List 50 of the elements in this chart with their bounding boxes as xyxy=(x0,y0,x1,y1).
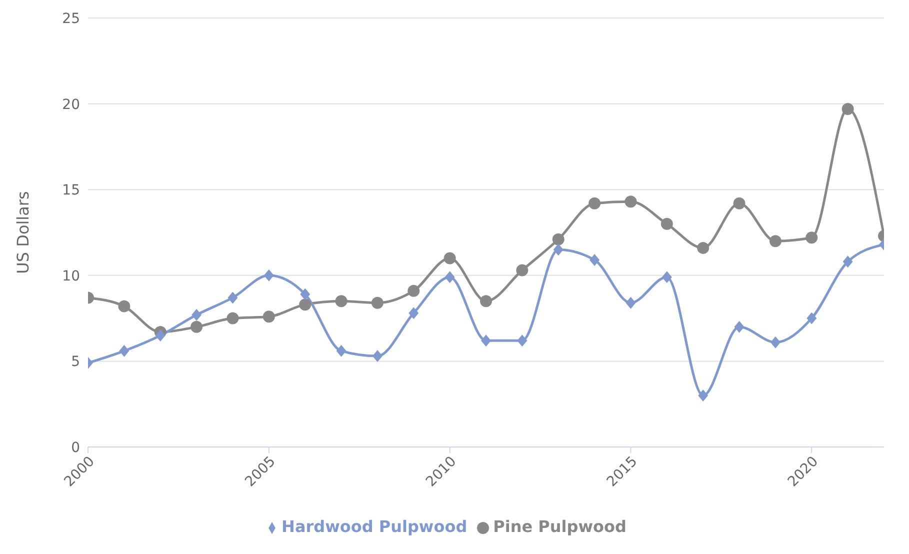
y-tick-label: 0 xyxy=(71,440,80,456)
point xyxy=(588,197,601,210)
point xyxy=(155,329,166,342)
point xyxy=(372,350,382,362)
point xyxy=(624,196,637,208)
point xyxy=(444,252,456,264)
point xyxy=(408,307,419,320)
point xyxy=(662,271,672,284)
point xyxy=(806,312,817,324)
point xyxy=(842,102,854,115)
point xyxy=(516,264,528,276)
point xyxy=(299,298,312,311)
point xyxy=(335,295,348,308)
y-axis-title: US Dollars xyxy=(14,191,33,274)
point xyxy=(408,284,420,297)
point xyxy=(734,320,744,333)
point xyxy=(119,344,130,357)
point xyxy=(590,254,600,266)
point xyxy=(444,271,455,284)
point xyxy=(264,269,274,282)
point xyxy=(733,197,746,210)
point xyxy=(118,300,130,312)
point xyxy=(481,334,491,347)
point xyxy=(228,292,238,304)
point xyxy=(626,296,636,309)
y-tick-label: 5 xyxy=(71,354,80,370)
point xyxy=(769,235,782,248)
point xyxy=(192,308,202,321)
point xyxy=(517,334,528,347)
point xyxy=(552,233,564,246)
point xyxy=(806,232,818,244)
point xyxy=(480,295,492,308)
y-tick-label: 20 xyxy=(62,96,80,113)
point xyxy=(697,242,710,254)
point xyxy=(262,310,275,323)
y-tick-label: 10 xyxy=(62,268,80,284)
point xyxy=(371,296,384,309)
point xyxy=(842,256,853,268)
point xyxy=(300,288,310,300)
point xyxy=(226,312,239,324)
point xyxy=(336,344,346,357)
point xyxy=(698,390,708,402)
point xyxy=(553,244,564,256)
y-tick-label: 25 xyxy=(62,10,80,27)
legend-label: Pine Pulpwood xyxy=(493,517,626,536)
legend-label: Hardwood Pulpwood xyxy=(282,517,468,536)
point xyxy=(770,336,780,348)
point xyxy=(190,320,203,333)
point xyxy=(660,218,673,230)
y-tick-label: 15 xyxy=(62,182,80,199)
